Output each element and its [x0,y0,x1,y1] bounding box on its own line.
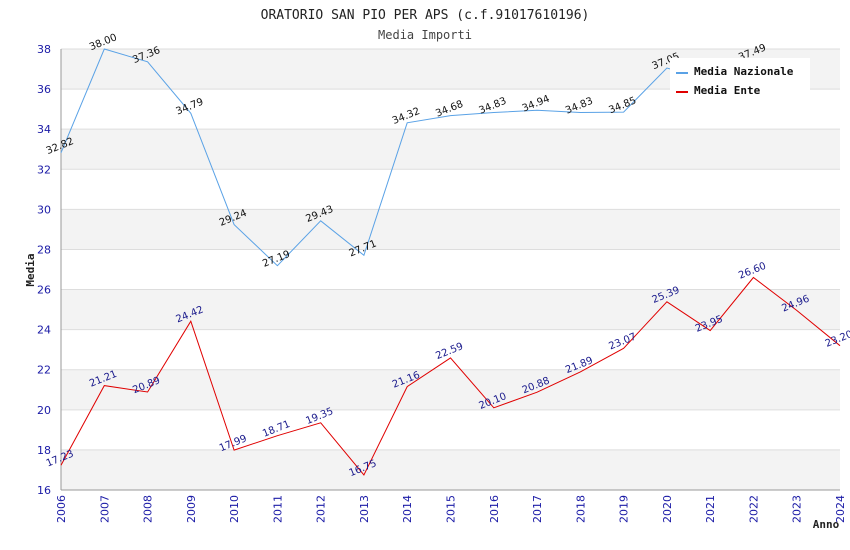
band [61,369,840,410]
y-tick-label: 18 [37,444,51,457]
y-tick-label: 38 [37,43,51,56]
x-tick-label: 2017 [531,495,544,523]
series-lines [60,48,841,476]
series-line-media-nazionale [60,48,754,267]
background-bands [61,49,840,490]
y-tick-label: 32 [37,163,51,176]
x-tick-label: 2021 [704,495,717,523]
band [61,129,840,170]
x-tick-label: 2015 [445,495,458,523]
x-tick-label: 2008 [142,495,155,523]
chart-subtitle: Media Importi [378,28,472,42]
y-tick-label: 28 [37,243,51,256]
y-tick-label: 20 [37,404,51,417]
x-tick-label: 2011 [271,495,284,523]
x-tick-label: 2020 [661,495,674,523]
y-tick-label: 24 [37,324,51,337]
y-tick-label: 22 [37,364,51,377]
band [61,289,840,330]
y-tick-label: 34 [37,123,51,136]
legend-label-media-nazionale: Media Nazionale [694,65,794,78]
y-tick-label: 16 [37,484,51,497]
x-tick-label: 2019 [618,495,631,523]
x-tick-label: 2016 [488,495,501,523]
legend-label-media-ente: Media Ente [694,84,761,97]
x-tick-label: 2009 [185,495,198,523]
chart-title: ORATORIO SAN PIO PER APS (c.f.9101761019… [261,8,590,23]
x-tick-label: 2013 [358,495,371,523]
y-axis-title: Media [24,253,37,286]
band [61,169,840,210]
x-tick-label: 2018 [574,495,587,523]
x-tick-label: 2012 [315,495,328,523]
legend-box [670,58,810,100]
band [61,249,840,290]
band [61,329,840,370]
y-tick-label: 36 [37,83,51,96]
y-tick-label: 26 [37,284,51,297]
x-axis-title: Anno [813,518,840,531]
band [61,409,840,450]
series-line-media-ente [60,276,841,476]
x-tick-label: 2007 [98,495,111,523]
y-tick-labels: 16 18 20 22 24 26 28 30 32 34 36 38 [37,43,51,497]
x-tick-label: 2023 [791,495,804,523]
band [61,449,840,490]
x-tick-label: 2014 [401,495,414,523]
x-tick-labels: 2006 2007 2008 2009 2010 2011 2012 2013 2014 2015… [55,495,847,523]
legend: Media Nazionale Media Ente [670,58,810,100]
y-tick-label: 30 [37,203,51,216]
x-tick-label: 2022 [747,495,760,523]
band [61,209,840,250]
x-tick-label: 2024 [834,495,847,523]
x-tick-label: 2010 [228,495,241,523]
x-tick-label: 2006 [55,495,68,523]
